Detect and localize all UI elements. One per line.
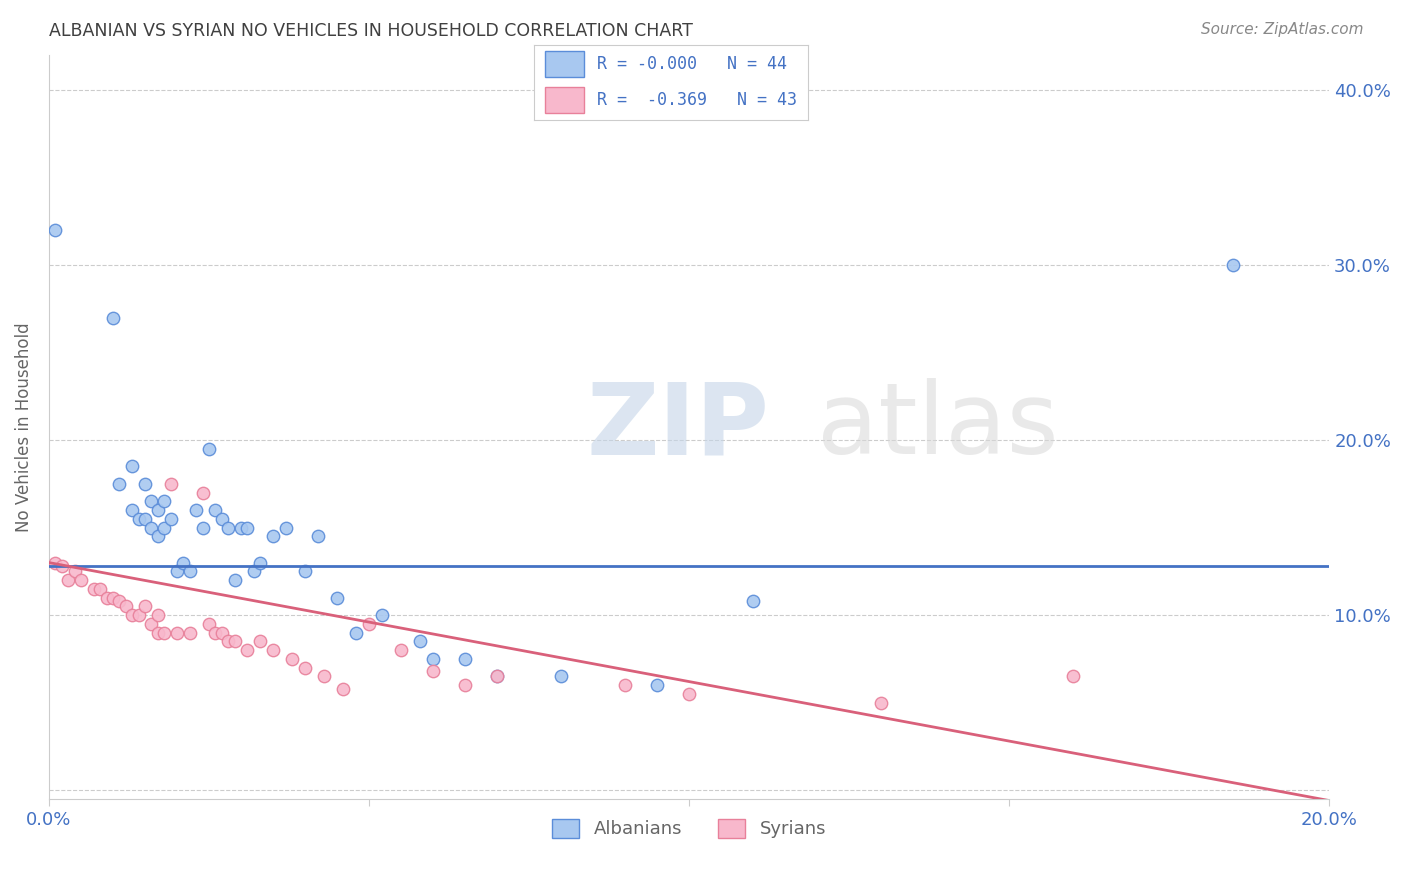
Point [486,669,509,683]
Point [389,643,412,657]
Point [146,625,169,640]
Point [1222,258,1244,272]
Point [179,565,201,579]
Point [121,503,143,517]
Text: R = -0.000   N = 44: R = -0.000 N = 44 [598,55,787,73]
Point [870,696,893,710]
Point [211,512,233,526]
Point [146,503,169,517]
Point [141,520,163,534]
Point [96,591,118,605]
Point [89,582,111,596]
Point [153,520,176,534]
Point [101,591,124,605]
Point [172,556,194,570]
Point [166,565,188,579]
Point [159,512,181,526]
Point [314,669,336,683]
Legend: Albanians, Syrians: Albanians, Syrians [544,812,834,846]
Point [249,556,271,570]
Point [211,625,233,640]
Point [409,634,432,648]
Point [243,565,266,579]
Point [198,616,221,631]
Point [454,678,477,692]
Point [56,573,79,587]
Point [486,669,509,683]
Point [249,634,271,648]
Point [121,459,143,474]
Point [186,503,208,517]
Text: atlas: atlas [817,378,1059,475]
Point [236,643,259,657]
Point [204,625,226,640]
Point [153,494,176,508]
Point [274,520,297,534]
Point [357,616,380,631]
Point [645,678,668,692]
Point [101,310,124,325]
FancyBboxPatch shape [546,87,583,112]
Point [63,565,86,579]
Point [108,594,131,608]
Point [229,520,252,534]
Point [332,681,354,696]
Point [422,664,444,678]
Point [614,678,637,692]
Point [262,529,284,543]
Point [128,608,150,623]
Point [134,512,156,526]
Point [217,520,239,534]
Point [198,442,221,456]
Point [121,608,143,623]
Point [141,494,163,508]
Point [344,625,367,640]
Point [44,223,66,237]
Point [153,625,176,640]
Y-axis label: No Vehicles in Household: No Vehicles in Household [15,322,32,532]
Point [294,565,316,579]
Point [236,520,259,534]
Text: Source: ZipAtlas.com: Source: ZipAtlas.com [1201,22,1364,37]
Point [204,503,226,517]
Point [678,687,700,701]
Point [191,485,214,500]
Point [550,669,572,683]
Point [371,608,394,623]
Point [326,591,349,605]
Point [146,608,169,623]
FancyBboxPatch shape [546,52,583,78]
Point [134,599,156,614]
Point [281,652,304,666]
Point [146,529,169,543]
Point [422,652,444,666]
Point [166,625,188,640]
Text: ZIP: ZIP [586,378,769,475]
Point [159,476,181,491]
Point [134,476,156,491]
Point [83,582,105,596]
Point [1062,669,1084,683]
Point [307,529,329,543]
Point [454,652,477,666]
Point [191,520,214,534]
Point [141,616,163,631]
Point [114,599,136,614]
Point [224,573,246,587]
Point [51,559,73,574]
Text: R =  -0.369   N = 43: R = -0.369 N = 43 [598,91,797,109]
Point [294,660,316,674]
Point [262,643,284,657]
Point [179,625,201,640]
Point [70,573,93,587]
Point [44,556,66,570]
Point [217,634,239,648]
Point [742,594,765,608]
Point [128,512,150,526]
Text: ALBANIAN VS SYRIAN NO VEHICLES IN HOUSEHOLD CORRELATION CHART: ALBANIAN VS SYRIAN NO VEHICLES IN HOUSEH… [49,22,693,40]
Point [108,476,131,491]
Point [224,634,246,648]
